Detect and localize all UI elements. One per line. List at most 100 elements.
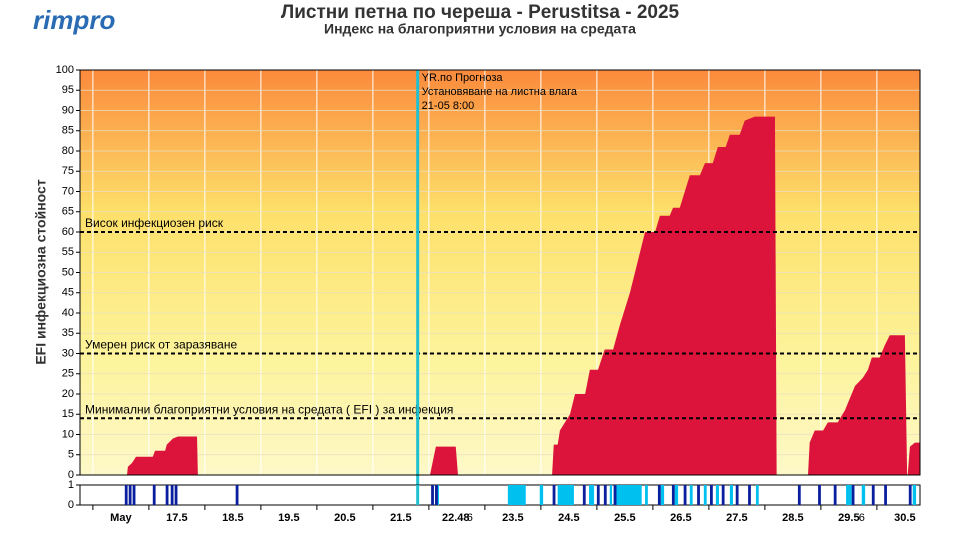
- wetness-bar: [431, 485, 434, 505]
- wetness-bar: [908, 485, 912, 505]
- x-subtick-label: 6: [859, 512, 865, 524]
- x-tick-label: 26.5: [670, 512, 691, 524]
- wetness-bar: [797, 485, 801, 505]
- y-tick-label: 0: [68, 469, 74, 481]
- y-tick-label: 70: [62, 185, 74, 197]
- wetness-bar: [884, 485, 887, 505]
- wetness-bar: [165, 485, 169, 505]
- wetness-bar: [174, 485, 178, 505]
- wetness-bar: [697, 485, 700, 505]
- y-tick-label: 60: [62, 226, 74, 238]
- wetness-bar: [557, 485, 574, 505]
- y-tick-label: 10: [62, 428, 74, 440]
- wetness-bar: [603, 485, 607, 505]
- threshold-label: Умерен риск от заразяване: [85, 338, 237, 352]
- y-tick-label: 5: [68, 449, 74, 461]
- y-tick-label: 85: [62, 125, 74, 137]
- wetness-bar: [871, 485, 875, 505]
- x-tick-label: 25.5: [614, 512, 635, 524]
- y-tick-label: 30: [62, 347, 74, 359]
- wetness-bar: [674, 485, 679, 505]
- plot-frame: [79, 69, 921, 476]
- y-tick-label: 25: [62, 368, 74, 380]
- wetness-bar: [710, 485, 713, 505]
- wetness-bar: [912, 485, 917, 505]
- y-tick-label: 95: [62, 84, 74, 96]
- y2-tick-label: 0: [68, 499, 74, 511]
- threshold-label: Минимални благоприятни условия на средат…: [85, 402, 453, 416]
- wetness-bar: [703, 485, 707, 505]
- wetness-bar: [861, 485, 866, 505]
- x-tick-label: 30.5: [894, 512, 915, 524]
- y2-tick-label: 1: [68, 479, 74, 491]
- wetness-bar: [729, 485, 733, 505]
- chart-title: Листни петна по череша - Perustitsa - 20…: [281, 2, 680, 23]
- wetness-bar: [748, 485, 751, 505]
- forecast-label: YR.по Прогноза: [422, 72, 504, 84]
- wetness-bar: [589, 485, 595, 505]
- x-tick-label: May: [110, 512, 132, 524]
- wetness-bar: [846, 485, 852, 505]
- y-tick-label: 50: [62, 266, 74, 278]
- wetness-bar: [170, 485, 174, 505]
- wetness-bar: [552, 485, 556, 505]
- forecast-label: 21-05 8:00: [422, 100, 475, 112]
- wetness-bar: [582, 485, 586, 505]
- y-tick-label: 40: [62, 307, 74, 319]
- x-tick-label: 20.5: [334, 512, 355, 524]
- wetness-bar: [507, 485, 526, 505]
- y-tick-label: 65: [62, 206, 74, 218]
- y-tick-label: 45: [62, 287, 74, 299]
- y-tick-label: 80: [62, 145, 74, 157]
- logo: rimpro: [33, 5, 115, 35]
- wetness-bar: [689, 485, 693, 505]
- wetness-bar: [539, 485, 544, 505]
- wetness-bar: [128, 485, 132, 505]
- wetness-panel: [79, 484, 921, 506]
- forecast-label: Установяване на листна влага: [422, 86, 578, 98]
- x-tick-label: 17.5: [166, 512, 187, 524]
- wetness-bar: [671, 485, 675, 505]
- chart-subtitle: Индекс на благоприятни условия на средат…: [324, 21, 636, 37]
- wetness-bar: [132, 485, 136, 505]
- y-tick-label: 20: [62, 388, 74, 400]
- efi-area: [80, 116, 920, 475]
- wetness-bar: [735, 485, 739, 505]
- y-tick-label: 75: [62, 165, 74, 177]
- x-tick-label: 22.48: [442, 512, 470, 524]
- x-tick-label: 23.5: [502, 512, 523, 524]
- wetness-bar: [645, 485, 648, 505]
- x-tick-label: 21.5: [390, 512, 411, 524]
- wetness-bar: [851, 485, 855, 505]
- x-tick-label: 27.5: [726, 512, 747, 524]
- threshold-label: Висок инфекциозен риск: [85, 216, 224, 230]
- wetness-bar: [235, 485, 239, 505]
- wetness-bar: [818, 485, 821, 505]
- x-tick-label: 18.5: [222, 512, 243, 524]
- wetness-bar: [124, 485, 128, 505]
- x-tick-label: 24.5: [558, 512, 579, 524]
- wetness-bar: [609, 485, 612, 505]
- wetness-bar: [613, 485, 617, 505]
- wetness-bar: [715, 485, 719, 505]
- x-subtick-label: 6: [467, 512, 473, 524]
- x-tick-label: 29.5: [838, 512, 859, 524]
- x-tick-label: 28.5: [782, 512, 803, 524]
- wetness-bar: [152, 485, 156, 505]
- wetness-bar: [613, 485, 642, 505]
- wetness-bar: [755, 485, 759, 505]
- wetness-bar: [596, 485, 600, 505]
- y-tick-label: 100: [56, 64, 74, 76]
- x-tick-label: 19.5: [278, 512, 299, 524]
- wetness-bar: [435, 485, 438, 505]
- wetness-bar: [683, 485, 687, 505]
- wetness-bar: [660, 485, 665, 505]
- y-axis-label: EFI инфекциозна стойност: [33, 179, 49, 364]
- y-tick-label: 55: [62, 246, 74, 258]
- y-tick-label: 15: [62, 408, 74, 420]
- y-tick-label: 35: [62, 327, 74, 339]
- y-tick-label: 90: [62, 104, 74, 116]
- wetness-bar: [833, 485, 837, 505]
- wetness-bar: [721, 485, 725, 505]
